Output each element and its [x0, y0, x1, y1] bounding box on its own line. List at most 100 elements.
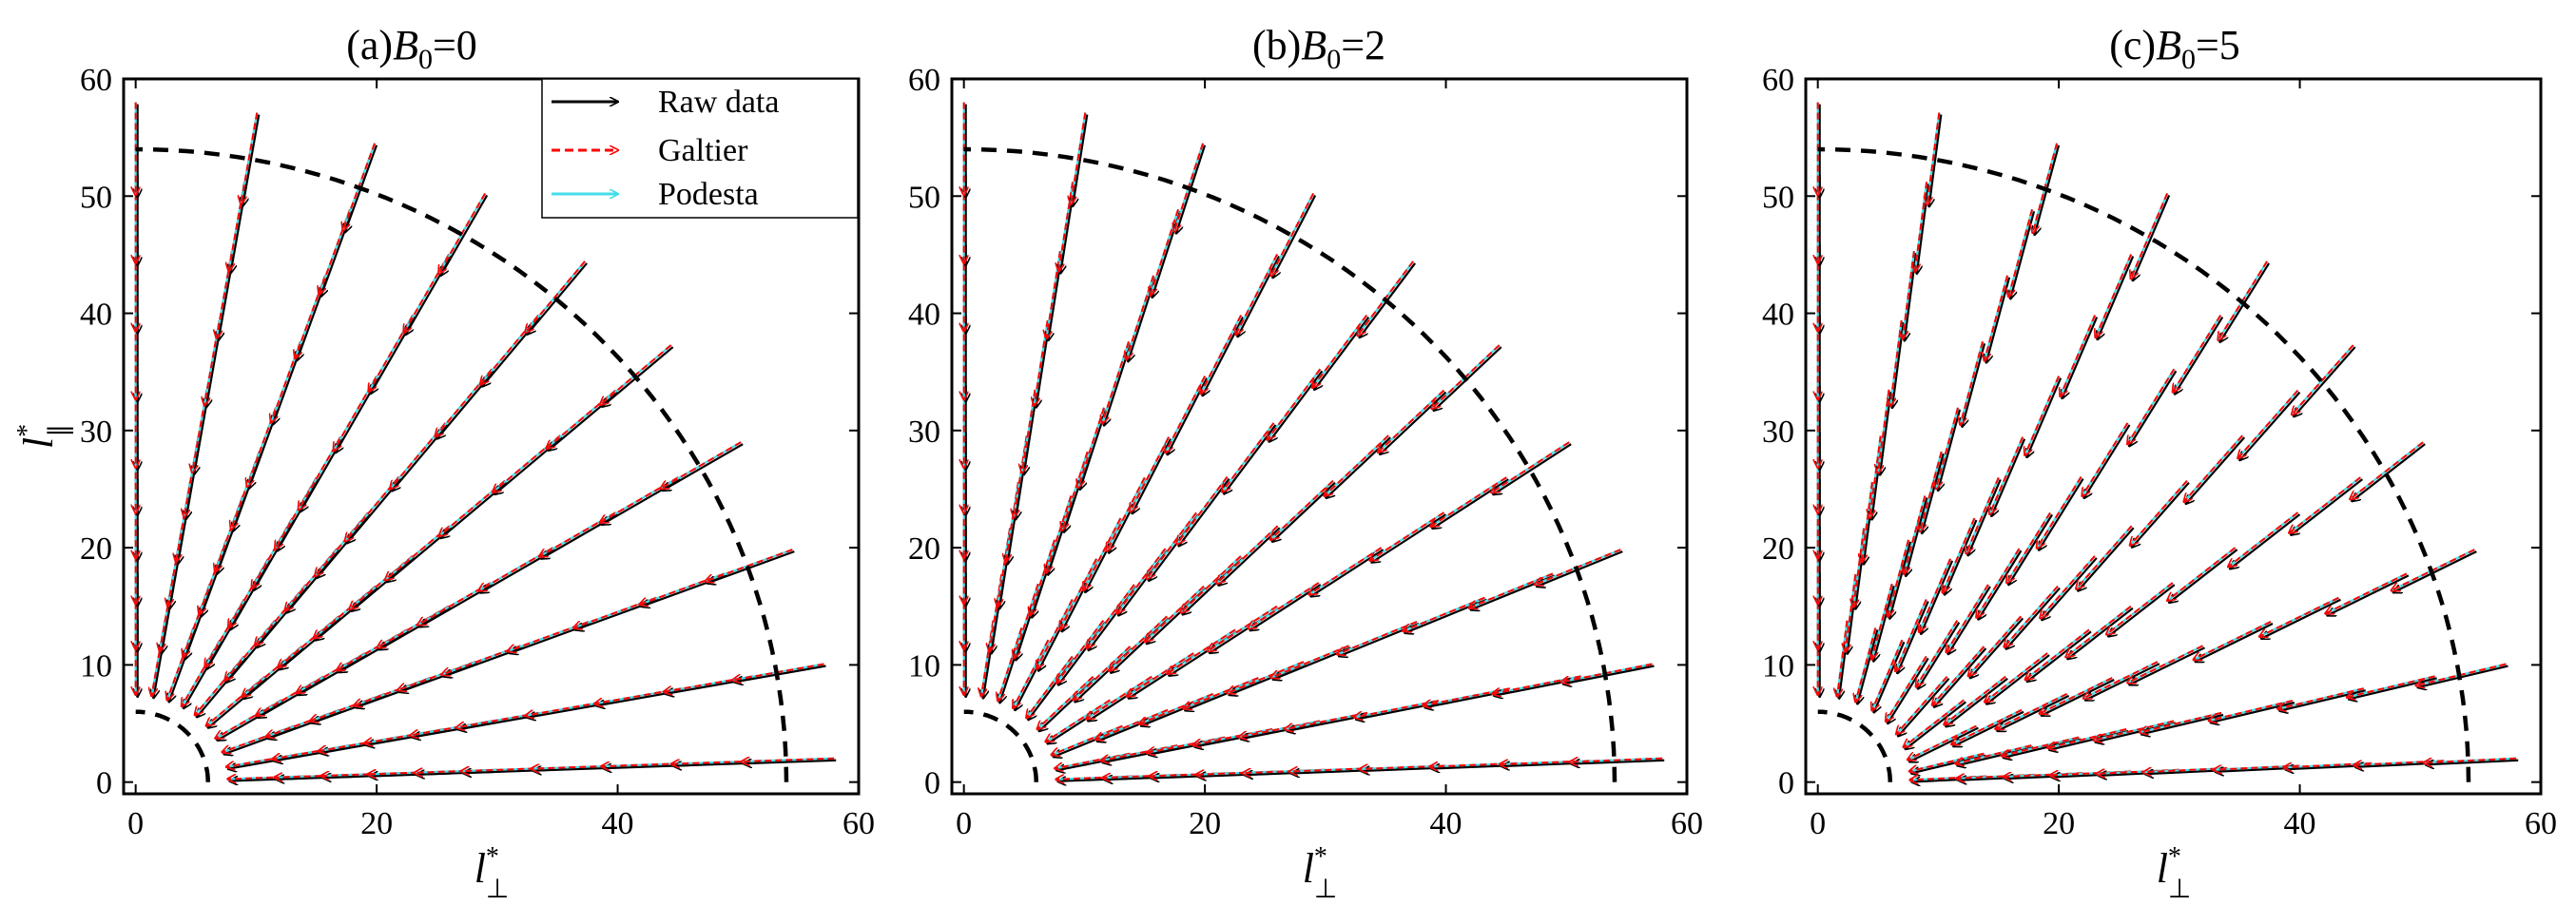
- galtier-arrow: [2096, 254, 2133, 338]
- x-tick-label: 0: [1810, 806, 1826, 841]
- galtier-arrow: [1062, 451, 1089, 530]
- raw-arrow: [1986, 654, 2050, 704]
- y-tick-label: 10: [1762, 648, 1794, 684]
- raw-arrow: [744, 761, 837, 763]
- x-tick-label: 60: [1671, 806, 1703, 841]
- raw-arrow: [2279, 689, 2366, 711]
- raw-arrow: [1537, 550, 1623, 587]
- raw-arrow: [2426, 759, 2519, 765]
- galtier-arrow: [2083, 661, 2159, 698]
- galtier-arrow: [1102, 340, 1130, 423]
- galtier-arrow: [2350, 441, 2424, 499]
- raw-arrow: [2026, 377, 2063, 457]
- galtier-arrow: [1853, 528, 1866, 607]
- galtier-arrow: [1846, 574, 1857, 652]
- y-tick-label: 40: [80, 298, 112, 333]
- raw-arrow: [1008, 483, 1021, 564]
- galtier-arrow: [1995, 693, 2068, 729]
- raw-arrow: [1873, 585, 1895, 661]
- galtier-arrow: [1073, 646, 1132, 700]
- galtier-arrow: [1126, 275, 1154, 359]
- galtier-arrow: [241, 112, 259, 204]
- galtier-arrow: [661, 441, 742, 489]
- galtier-arrow: [2008, 209, 2034, 297]
- y-tick-label: 60: [908, 63, 940, 98]
- galtier-arrow: [1058, 182, 1075, 271]
- galtier-arrow: [1903, 251, 1915, 338]
- galtier-arrow: [1095, 708, 1169, 740]
- raw-arrow: [2008, 513, 2053, 585]
- tick-labels: 0 20 40 60 0 10 20 30 40 50 60: [908, 63, 1703, 841]
- x-tick-label: 20: [2043, 806, 2075, 841]
- y-axis-label: l* ∥: [12, 424, 74, 449]
- raw-arrow: [1874, 641, 1906, 712]
- galtier-arrow: [2037, 476, 2082, 549]
- galtier-arrow: [1337, 621, 1418, 654]
- y-tick-label: 60: [80, 63, 112, 98]
- panel-c: (c)B0=5 0 20 40 60 0 10 20 30 40 50 60 l* ⊥: [1762, 22, 2557, 904]
- galtier-arrow: [1192, 728, 1273, 745]
- raw-arrow: [1563, 665, 1655, 684]
- y-tick-label: 10: [80, 648, 112, 684]
- raw-arrow: [1380, 391, 1447, 454]
- galtier-arrow: [2194, 621, 2272, 660]
- raw-arrow: [1857, 629, 1879, 704]
- boundary-curve: [963, 146, 1617, 782]
- panel-a: (a)B0=0 0 20 40 60 0 10 20 30 40 50 60 l* ⊥ l* ∥ Raw…: [12, 22, 875, 904]
- boundary-curve: [135, 146, 789, 782]
- galtier-arrow: [1403, 596, 1485, 631]
- galtier-arrow: [1167, 628, 1236, 673]
- x-tick-label: 0: [956, 806, 972, 841]
- legend-label-raw: Raw data: [658, 85, 779, 120]
- raw-arrow: [1310, 549, 1385, 596]
- legend-label-podesta: Podesta: [658, 177, 759, 212]
- boundary-curve: [1817, 146, 2471, 782]
- galtier-arrow: [1491, 441, 1570, 492]
- panel-title: (c)B0=5: [2109, 22, 2240, 75]
- raw-arrow: [2063, 317, 2099, 398]
- raw-arrow: [2239, 391, 2301, 460]
- galtier-arrow: [2131, 193, 2169, 279]
- raw-arrow: [2418, 665, 2508, 688]
- raw-arrow: [1906, 497, 1928, 575]
- raw-arrow: [2132, 481, 2190, 548]
- galtier-arrow: [2237, 389, 2299, 458]
- galtier-arrow: [2061, 315, 2097, 396]
- y-tick-label: 30: [1762, 414, 1794, 450]
- galtier-arrow: [1235, 254, 1279, 336]
- y-tick-label: 50: [1762, 180, 1794, 215]
- y-tick-label: 50: [80, 180, 112, 215]
- galtier-arrow: [989, 573, 1003, 651]
- raw-arrow: [1250, 584, 1322, 630]
- galtier-arrow: [1109, 615, 1168, 670]
- galtier-arrow: [1086, 675, 1152, 720]
- raw-arrow: [1888, 657, 1929, 723]
- plot-frame: [122, 77, 861, 796]
- raw-arrow: [2169, 549, 2238, 603]
- raw-arrow: [2042, 679, 2115, 716]
- tick-labels: 0 20 40 60 0 10 20 30 40 50 60: [80, 63, 875, 841]
- boundary-curves: [1817, 146, 2471, 782]
- galtier-arrow: [1116, 548, 1167, 613]
- raw-arrow: [1906, 701, 1966, 749]
- galtier-arrow: [1904, 699, 1965, 747]
- galtier-arrow: [1947, 584, 1989, 652]
- raw-arrow: [2129, 646, 2206, 684]
- galtier-arrow: [1909, 752, 1985, 772]
- x-tick-label: 40: [602, 806, 634, 841]
- raw-arrow: [2393, 550, 2477, 592]
- raw-arrow: [1892, 321, 1905, 408]
- raw-arrow: [2006, 587, 2061, 649]
- raw-arrow: [707, 550, 795, 583]
- boundary-curves: [963, 146, 1617, 782]
- raw-arrow: [2027, 630, 2092, 681]
- arrow-field: [136, 102, 837, 781]
- galtier-arrow: [1354, 700, 1440, 718]
- raw-arrow: [1898, 678, 1950, 737]
- galtier-arrow: [1131, 436, 1170, 512]
- galtier-arrow: [1270, 192, 1315, 276]
- raw-arrow: [1938, 409, 1962, 491]
- raw-arrow: [2186, 436, 2246, 504]
- y-tick-label: 0: [924, 766, 940, 801]
- raw-arrow: [2042, 557, 2098, 620]
